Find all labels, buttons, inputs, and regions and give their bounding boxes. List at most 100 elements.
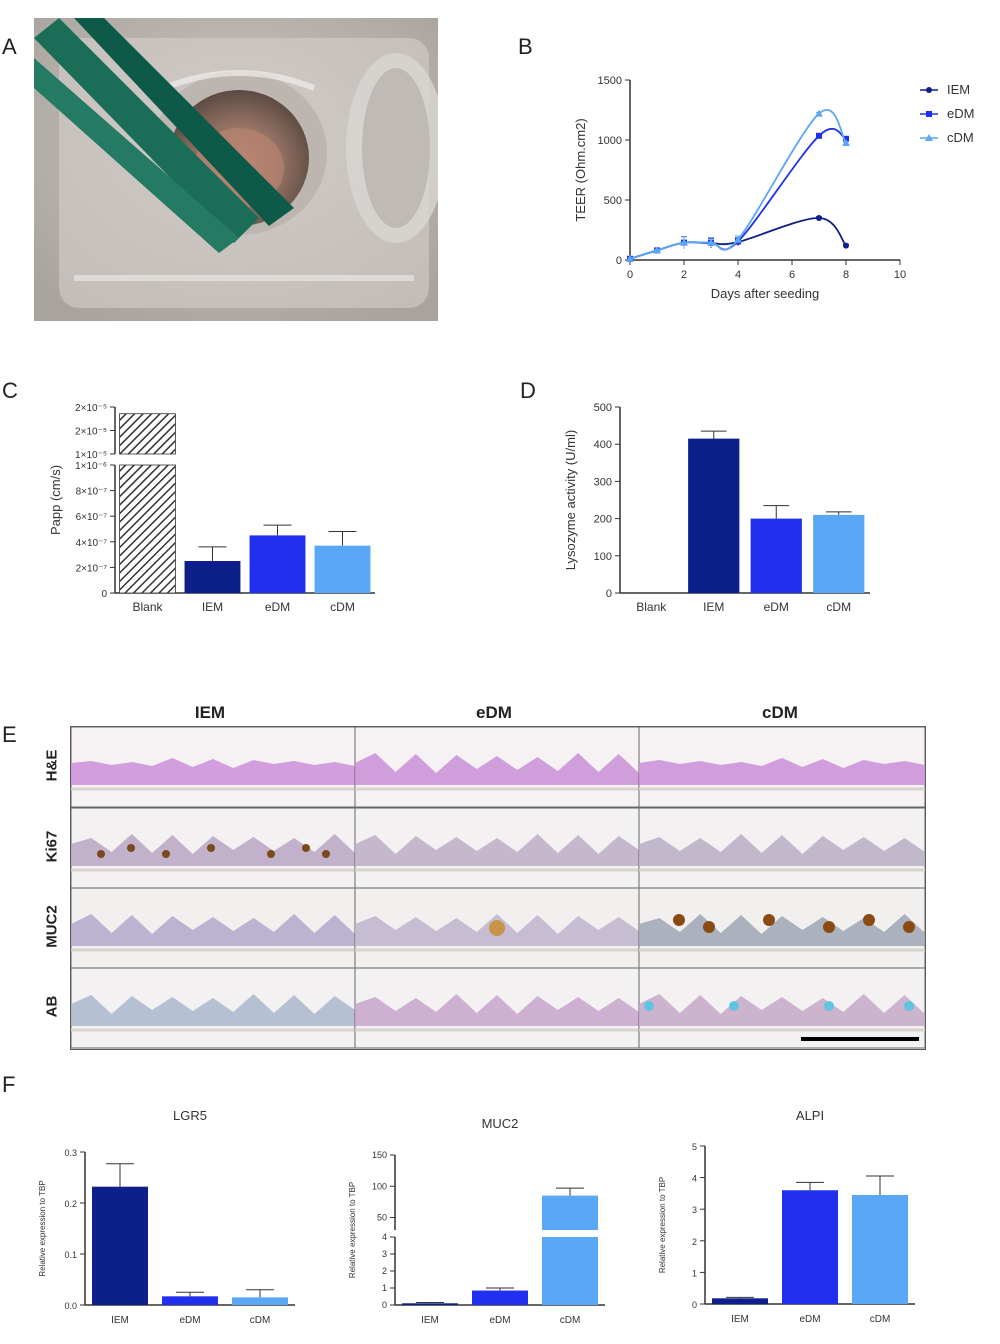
- category-label: IEM: [421, 1315, 439, 1326]
- stain-dot: [763, 914, 775, 926]
- bar-cDM: [314, 545, 371, 593]
- tissue-layer: [355, 753, 639, 785]
- stain-dot: [823, 921, 835, 933]
- category-label: eDM: [179, 1315, 200, 1326]
- y-tick-label: 0.3: [64, 1148, 77, 1158]
- y-tick-label: 2: [692, 1237, 697, 1247]
- panel-letter-a: A: [2, 34, 17, 59]
- y-tick-label: 1000: [598, 135, 622, 147]
- category-label: eDM: [799, 1314, 820, 1325]
- lgr5-bar-chart: 0.0 0.1 0.2 0.3 LGR5 Relative expression to T…: [38, 1108, 295, 1326]
- category-label: cDM: [250, 1315, 271, 1326]
- y-tick-label: 4×10⁻⁷: [76, 538, 108, 549]
- lysozyme-bar-chart: 0 100 200 300 400 500 Lysozyme activity (U/ml)…: [563, 402, 870, 614]
- category-label: IEM: [202, 600, 223, 614]
- y-tick-label: 1: [692, 1268, 697, 1278]
- y-tick-label: 6×10⁻⁷: [76, 512, 108, 523]
- legend-marker: [925, 134, 933, 141]
- stain-dot: [322, 850, 330, 858]
- tissue-layer: [71, 758, 355, 785]
- bar-IEM: [184, 561, 241, 593]
- category-label: cDM: [826, 600, 851, 614]
- y-tick-label: 5: [692, 1142, 697, 1152]
- x-tick-label: 2: [681, 269, 687, 281]
- y-tick-label: 300: [594, 476, 612, 488]
- y-tick-label: 4: [692, 1174, 697, 1184]
- tissue-layer: [639, 758, 925, 785]
- y-tick-label: 0.0: [64, 1301, 77, 1311]
- legend-label: cDM: [947, 130, 974, 145]
- y-axis-label: Papp (cm/s): [48, 465, 63, 535]
- category-label: Blank: [636, 600, 667, 614]
- y-tick-label: 400: [594, 439, 612, 451]
- y-tick-label: 8×10⁻⁷: [76, 487, 108, 498]
- data-point: [816, 132, 822, 139]
- x-tick-label: 8: [843, 269, 849, 281]
- y-axis-label: Relative expression to TBP: [348, 1182, 357, 1278]
- y-tick-label: 1×10⁻⁶: [75, 461, 107, 472]
- bar-cDM: [232, 1297, 288, 1305]
- category-label: Blank: [132, 600, 163, 614]
- y-tick-label: 3: [692, 1205, 697, 1215]
- tissue-layer: [355, 994, 639, 1026]
- tissue-layer: [639, 834, 925, 866]
- panel-letter-f: F: [2, 1072, 16, 1097]
- histology-row-label: MUC2: [43, 905, 61, 948]
- bar-cDM: [813, 514, 865, 593]
- data-point: [842, 139, 850, 146]
- histology-row-label: H&E: [43, 749, 61, 782]
- data-point: [815, 109, 823, 117]
- y-tick-label: 0.1: [64, 1250, 77, 1260]
- transwell-photo-icon: [34, 18, 438, 321]
- y-tick-label: 0: [606, 588, 612, 600]
- y-tick-label: 2×10⁻⁷: [76, 563, 108, 574]
- panel-letter-c: C: [2, 378, 18, 403]
- data-point: [734, 235, 742, 243]
- category-label: eDM: [265, 600, 290, 614]
- category-label: eDM: [764, 600, 789, 614]
- y-tick-label: 50: [377, 1213, 387, 1223]
- bar-cDM-upper: [542, 1195, 598, 1230]
- y-tick-label: 500: [594, 402, 612, 414]
- histology-column-label: eDM: [476, 703, 512, 722]
- histology-row-label: AB: [43, 995, 61, 1018]
- stain-dot: [97, 850, 105, 858]
- papp-bar-chart: 0 2×10⁻⁷ 4×10⁻⁷ 6×10⁻⁷ 8×10⁻⁷ 1×10⁻⁶1×10⁻⁵ 2×1…: [48, 403, 375, 614]
- legend-label: IEM: [947, 82, 970, 97]
- y-axis-label: Relative expression to TBP: [38, 1180, 47, 1276]
- category-label: eDM: [489, 1315, 510, 1326]
- stain-dot: [903, 921, 915, 933]
- histology-column-label: cDM: [762, 703, 798, 722]
- chart-title: MUC2: [482, 1116, 519, 1131]
- x-axis-label: Days after seeding: [711, 286, 819, 301]
- stain-dot: [644, 1001, 654, 1011]
- category-label: cDM: [330, 600, 355, 614]
- category-label: IEM: [731, 1314, 749, 1325]
- stain-dot: [703, 921, 715, 933]
- y-tick-label: 1: [382, 1283, 387, 1293]
- data-point: [653, 246, 661, 254]
- y-axis-label: Lysozyme activity (U/ml): [563, 430, 578, 570]
- category-label: cDM: [560, 1315, 581, 1326]
- y-tick-label: 1500: [598, 75, 622, 87]
- data-point: [843, 242, 849, 249]
- bar-Blank-upper: [119, 413, 176, 455]
- category-label: IEM: [703, 600, 724, 614]
- y-tick-label: 100: [594, 551, 612, 563]
- histology-row-label: Ki67: [43, 830, 61, 863]
- tissue-layer: [355, 834, 639, 866]
- data-point: [626, 254, 634, 262]
- stain-dot: [127, 844, 135, 852]
- bar-IEM: [688, 438, 740, 593]
- stain-dot: [824, 1001, 834, 1011]
- y-tick-label: 500: [604, 195, 622, 207]
- tissue-layer: [639, 994, 925, 1026]
- data-point: [816, 215, 822, 221]
- histology-images: [70, 726, 926, 1049]
- tissue-layer: [639, 914, 925, 946]
- y-tick-label: 100: [372, 1181, 387, 1191]
- chart-title: ALPI: [796, 1108, 824, 1123]
- y-tick-label: 3: [382, 1249, 387, 1259]
- bar-IEM: [402, 1303, 458, 1305]
- bar-eDM: [249, 535, 306, 593]
